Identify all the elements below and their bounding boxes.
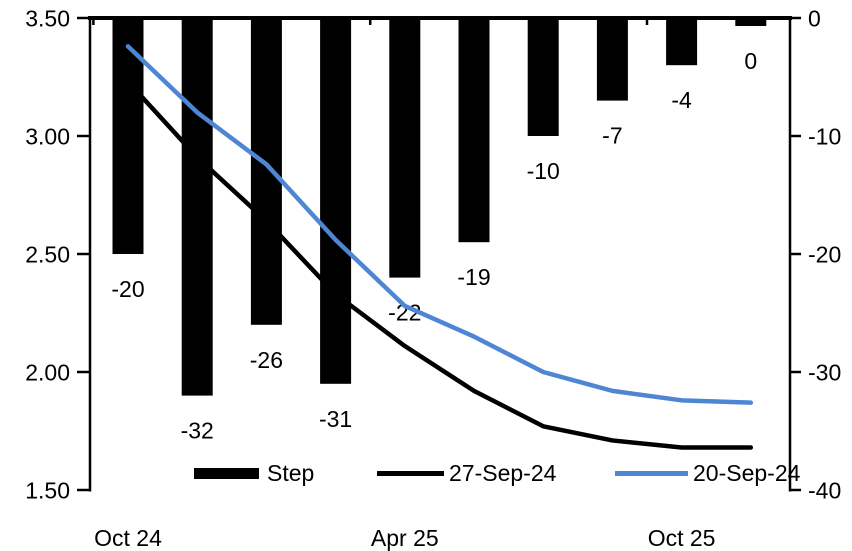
left-axis-tick-label: 2.00 [25,360,70,386]
series-line-20-sep-24 [125,44,754,405]
bar-step [527,18,559,136]
bar-step [596,18,628,101]
left-axis-tick-label: 1.50 [25,478,70,504]
right-axis-tick-label: -40 [808,478,841,504]
right-axis-tick-label: 0 [808,6,821,32]
bar-step [389,18,421,278]
bar-step [181,18,213,396]
legend-item-20-sep-24: 20-Sep-24 [615,462,800,485]
x-axis-label: Apr 25 [371,525,439,551]
bar-value-label: -31 [319,406,352,432]
bar-value-label: -4 [671,87,692,113]
legend-label-27-sep-24: 27-Sep-24 [449,460,557,486]
legend-bar-swatch [194,468,259,479]
bar-step [458,18,490,243]
legend-item-27-sep-24: 27-Sep-24 [377,462,556,485]
bar-value-label: -32 [181,418,214,444]
left-axis-tick-label: 3.50 [25,6,70,32]
bar-value-label: -20 [111,276,144,302]
bar-step [666,18,698,66]
left-axis-tick-label: 3.00 [25,124,70,150]
series-line-27-sep-24 [125,79,754,450]
legend-item-step: Step [194,462,314,485]
right-axis-tick-label: -20 [808,242,841,268]
right-axis-tick-label: -30 [808,360,841,386]
legend-line-swatch-black [377,471,444,476]
bar-step [112,18,144,254]
bar-value-label: -7 [602,123,622,149]
bar-step [250,18,282,325]
bar-step [735,18,767,26]
bar-value-label: -10 [527,158,560,184]
bar-value-label: -26 [250,347,283,373]
bar-value-label: -19 [457,264,490,290]
x-axis-label: Oct 25 [648,525,716,551]
left-axis-tick-label: 2.50 [25,242,70,268]
legend-label-step: Step [267,460,315,486]
legend-line-swatch-blue [615,471,688,476]
legend-label-20-sep-24: 20-Sep-24 [693,460,801,486]
x-axis-label: Oct 24 [94,525,162,551]
right-axis-tick-label: -10 [808,124,841,150]
bar-step [320,18,352,384]
bar-value-label: 0 [744,48,757,74]
